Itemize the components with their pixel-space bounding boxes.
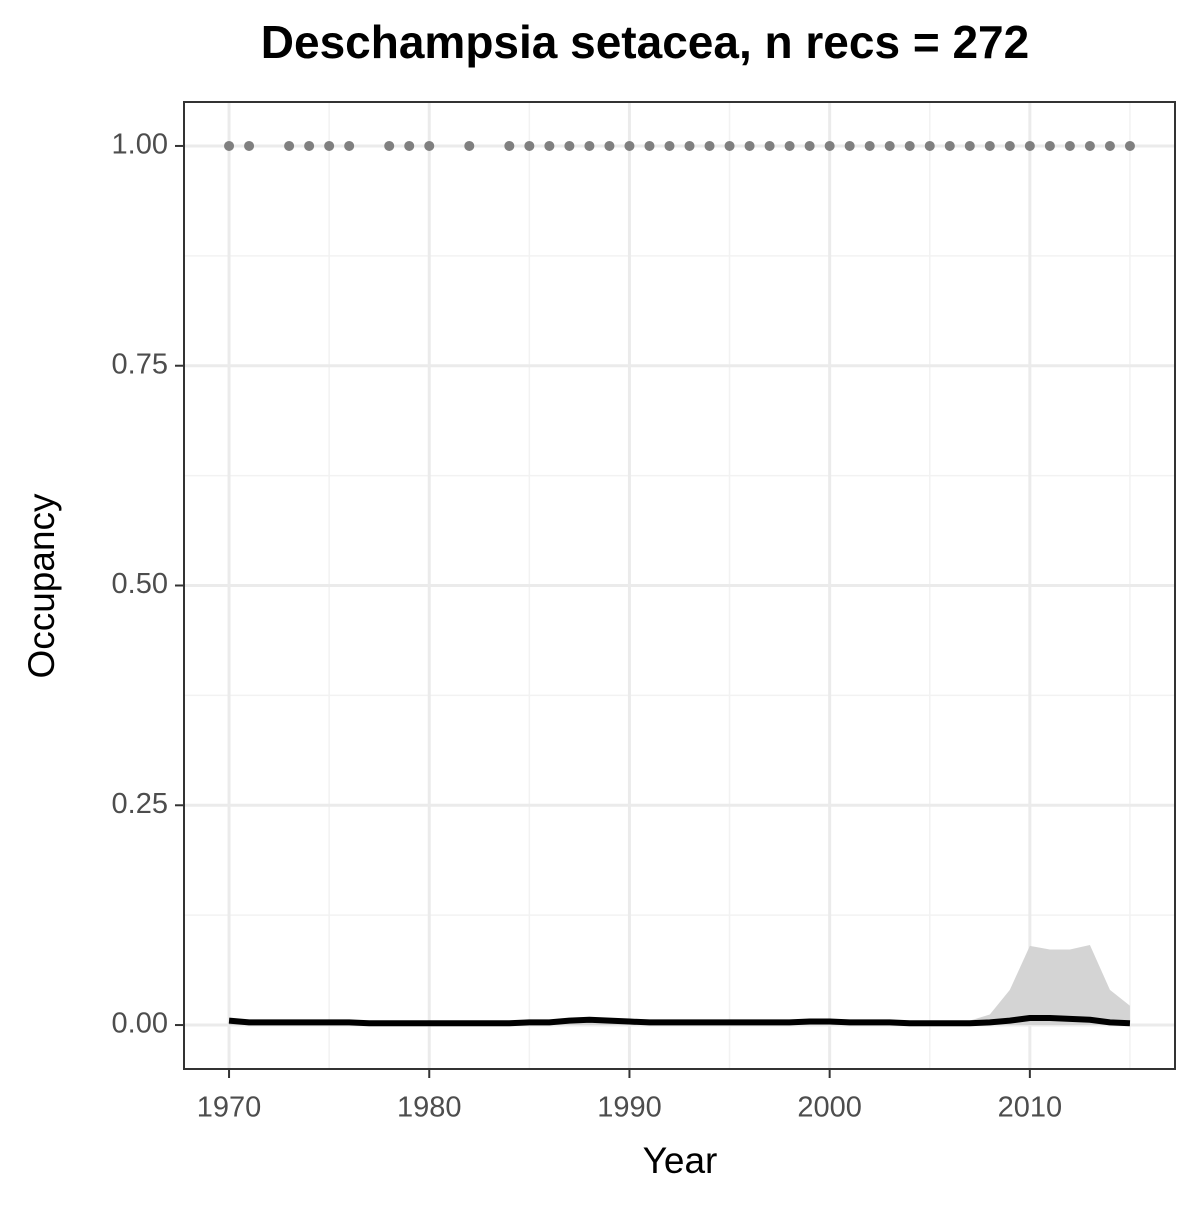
axes: 1970 1980 1990 2000 2010 0.00 0.25 0.50 0.75 1.00	[112, 129, 1063, 1124]
detection-point	[284, 140, 295, 151]
y-axis-title: Occupancy	[21, 493, 62, 679]
detection-point	[624, 140, 635, 151]
detection-point	[544, 140, 555, 151]
detection-point	[1004, 140, 1015, 151]
detection-point	[564, 140, 575, 151]
detection-point	[384, 140, 395, 151]
x-axis-title: Year	[643, 1140, 718, 1181]
detection-point	[884, 140, 895, 151]
detection-point	[644, 140, 655, 151]
detection-point	[1124, 140, 1135, 151]
detection-point	[904, 140, 915, 151]
x-tick-label: 2000	[797, 1092, 862, 1124]
detection-point	[1084, 140, 1095, 151]
detection-point	[684, 140, 695, 151]
detection-point	[1024, 140, 1035, 151]
detection-point	[844, 140, 855, 151]
y-tick-label: 0.50	[112, 568, 168, 600]
detection-point	[924, 140, 935, 151]
detection-point	[984, 140, 995, 151]
detection-point	[1044, 140, 1055, 151]
detection-point	[224, 140, 235, 151]
x-tick-label: 1980	[397, 1092, 462, 1124]
detection-point	[944, 140, 955, 151]
detection-point	[784, 140, 795, 151]
detection-point	[804, 140, 815, 151]
y-tick-label: 1.00	[112, 129, 168, 161]
y-tick-label: 0.75	[112, 348, 168, 380]
occupancy-line	[228, 1015, 1131, 1027]
detection-point	[764, 140, 775, 151]
detection-point	[824, 140, 835, 151]
x-tick-label: 2010	[998, 1092, 1063, 1124]
detection-point	[724, 140, 735, 151]
detection-point	[464, 140, 475, 151]
detection-point	[664, 140, 675, 151]
detection-point	[304, 140, 315, 151]
chart-title: Deschampsia setacea, n recs = 272	[261, 16, 1029, 68]
detection-point	[424, 140, 435, 151]
plot	[224, 140, 1135, 1027]
detection-point	[1104, 140, 1115, 151]
detection-point	[504, 140, 515, 151]
detection-point	[404, 140, 415, 151]
detection-point	[584, 140, 595, 151]
detection-point	[744, 140, 755, 151]
detection-point	[604, 140, 615, 151]
detection-point	[524, 140, 535, 151]
detection-point	[1064, 140, 1075, 151]
detection-point	[244, 140, 255, 151]
y-tick-label: 0.00	[112, 1008, 168, 1040]
detection-point	[324, 140, 335, 151]
detection-point	[964, 140, 975, 151]
detection-point	[864, 140, 875, 151]
y-tick-label: 0.25	[112, 788, 168, 820]
x-tick-label: 1990	[597, 1092, 662, 1124]
x-tick-label: 1970	[197, 1092, 262, 1124]
detection-point	[344, 140, 355, 151]
detection-point	[704, 140, 715, 151]
